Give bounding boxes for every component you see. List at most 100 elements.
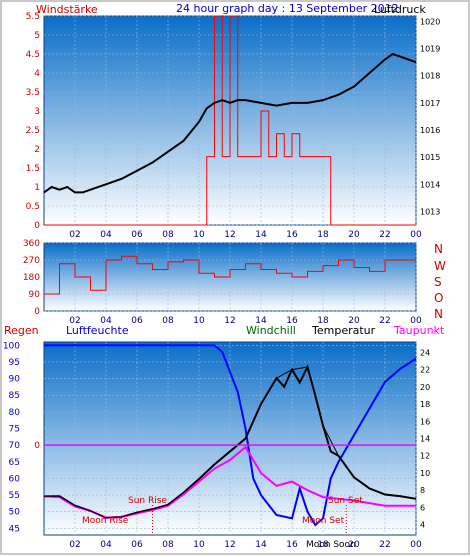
y-tick-label-pressure: 1014: [420, 180, 440, 189]
y-tick-label-humidity: 55: [9, 491, 20, 501]
x-tick-label-bot: 20: [348, 540, 360, 550]
y-tick-label-temperature: 8: [420, 486, 425, 495]
y-tick-label-direction: 0: [34, 307, 40, 317]
x-tick-label-bot: 06: [131, 540, 143, 550]
y-tick-label-temperature: 18: [420, 400, 430, 409]
x-tick-label-bot: 10: [193, 540, 205, 550]
y-tick-label-humidity: 60: [9, 474, 21, 484]
legend-taupunkt: Taupunkt: [393, 324, 445, 337]
x-tick-label-mid: 20: [348, 316, 360, 326]
y-tick-label-pressure: 1015: [420, 153, 440, 162]
x-tick-label-top: 20: [348, 230, 360, 240]
y-tick-label-pressure: 1016: [420, 126, 440, 135]
y-tick-label-pressure: 1018: [420, 72, 440, 81]
x-tick-label-mid: 14: [255, 316, 267, 326]
y-tick-label-temperature: 22: [420, 366, 430, 375]
series-mid: [44, 255, 416, 295]
y-tick-label-temperature: 16: [420, 417, 430, 426]
x-tick-label-top: 00: [410, 230, 422, 240]
compass-o: O: [434, 291, 443, 305]
y-tick-label-direction: 90: [29, 290, 41, 300]
y-tick-label-wind: 1: [34, 183, 40, 193]
x-tick-label-top: 10: [193, 230, 205, 240]
x-tick-label-top: 16: [286, 230, 298, 240]
x-tick-label-top: 14: [255, 230, 267, 240]
x-tick-label-top: 12: [224, 230, 235, 240]
y-tick-label-wind: 5: [34, 31, 40, 41]
y-tick-label-pressure: 1013: [420, 207, 440, 216]
x-tick-label-mid: 00: [410, 316, 422, 326]
x-tick-label-mid: 08: [162, 316, 174, 326]
y-tick-label-temperature: 14: [420, 435, 430, 444]
x-tick-label-mid: 02: [69, 316, 80, 326]
y-tick-label-temperature: 6: [420, 503, 425, 512]
x-tick-label-bot: 02: [69, 540, 80, 550]
y-tick-label-humidity: 50: [9, 508, 21, 518]
series-top: [43, 15, 417, 226]
y-tick-label-humidity: 75: [9, 425, 20, 435]
x-tick-label-mid: 06: [131, 316, 143, 326]
y-tick-label-temperature: 20: [420, 383, 430, 392]
y-tick-label-wind: 1.5: [26, 164, 40, 174]
y-tick-label-humidity: 90: [9, 375, 21, 385]
y-tick-label-temperature: 4: [420, 521, 425, 530]
chart-title: 24 hour graph day : 13 September 2012: [176, 2, 399, 15]
y-tick-label-humidity: 45: [9, 524, 20, 534]
x-tick-label-top: 02: [69, 230, 80, 240]
y-tick-label-wind: 0: [34, 221, 40, 231]
y-tick-label-humidity: 80: [9, 408, 21, 418]
compass-n-top: N: [434, 242, 443, 256]
y-tick-label-temperature: 12: [420, 452, 430, 461]
y-tick-label-wind: 2: [34, 145, 40, 155]
annotation-sun-set: Sun Set: [328, 496, 363, 506]
x-tick-label-mid: 10: [193, 316, 205, 326]
x-tick-label-top: 06: [131, 230, 143, 240]
y-tick-label-temperature: 24: [420, 348, 430, 357]
y-tick-label-wind: 4.5: [26, 50, 40, 60]
pressure-label: Luftdruck: [374, 3, 426, 16]
x-tick-label-top: 08: [162, 230, 174, 240]
compass-s: S: [434, 275, 442, 289]
y-tick-label-direction: 180: [23, 273, 40, 283]
y-tick-label-direction: 270: [23, 256, 40, 266]
y-tick-label-wind: 4: [34, 69, 40, 79]
legend-regen: Regen: [4, 324, 39, 337]
y-tick-label-humidity: 85: [9, 391, 20, 401]
x-tick-label-top: 04: [100, 230, 112, 240]
y-tick-label-humidity: 100: [3, 341, 20, 351]
y-tick-label-pressure: 1019: [420, 45, 440, 54]
y-tick-label-wind: 5.5: [26, 12, 40, 22]
x-tick-label-mid: 22: [379, 316, 390, 326]
y-tick-label-direction: 360: [23, 239, 40, 249]
y-tick-label-wind: 2.5: [26, 126, 40, 136]
x-tick-label-bot: 04: [100, 540, 112, 550]
axis-tick-labels: 00.511.522.533.544.555.51013101410151016…: [3, 12, 441, 550]
y-tick-label-pressure: 1020: [420, 17, 440, 26]
series-wind-strength: [44, 15, 416, 226]
annotation-moon-rise: Moon Rise: [82, 516, 129, 526]
legend-luftfeuchte: Luftfeuchte: [66, 324, 129, 337]
annotation-moon-soon: Moon Soon: [306, 540, 356, 550]
legend-windchill: Windchill: [246, 324, 296, 337]
x-tick-label-mid: 12: [224, 316, 235, 326]
series-wind-direction: [44, 255, 416, 295]
x-tick-label-bot: 12: [224, 540, 235, 550]
x-tick-label-mid: 16: [286, 316, 298, 326]
x-tick-label-top: 18: [317, 230, 329, 240]
x-tick-label-bot: 22: [379, 540, 390, 550]
series-bot: [43, 344, 417, 535]
y-tick-label-wind: 3.5: [26, 88, 40, 98]
y-tick-label-humidity: 70: [9, 441, 21, 451]
x-tick-label-bot: 14: [255, 540, 267, 550]
series-pressure: [43, 52, 417, 194]
series-windchill: [44, 366, 417, 519]
x-tick-label-top: 22: [379, 230, 390, 240]
annotation-sun-rise: Sun Rise: [128, 496, 167, 506]
wind-strength-label: Windstärke: [36, 3, 98, 16]
x-tick-label-bot: 00: [410, 540, 422, 550]
y-tick-label-wind: 0.5: [26, 202, 40, 212]
x-tick-label-bot: 16: [286, 540, 298, 550]
legend-temperatur: Temperatur: [311, 324, 376, 337]
